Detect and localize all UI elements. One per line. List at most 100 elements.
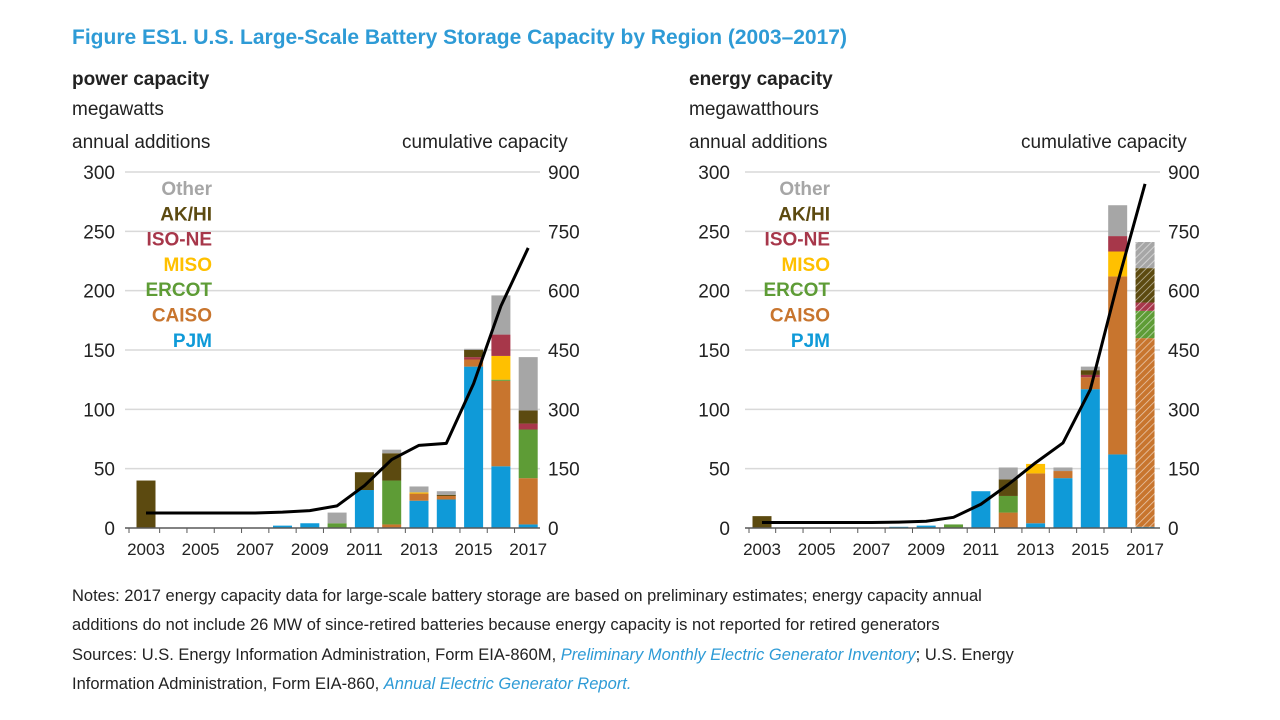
bar-other-2014 xyxy=(436,491,456,495)
right-y-axis-label: annual additions xyxy=(689,132,828,153)
y-tick-label: 200 xyxy=(83,282,115,303)
bar-other-2013 xyxy=(409,486,429,493)
legend-caiso: CAISO xyxy=(152,306,212,327)
x-tick-label: 2005 xyxy=(798,540,836,559)
x-tick-label: 2011 xyxy=(963,540,1000,559)
bar-akhi-2012 xyxy=(998,479,1018,496)
y2-tick-label: 150 xyxy=(1168,460,1200,481)
bar-other-2015 xyxy=(464,348,484,350)
x-tick-label: 2015 xyxy=(455,540,493,559)
bar-pjm-2015 xyxy=(464,366,484,528)
bar-caiso-2013 xyxy=(1026,473,1046,524)
y-tick-label: 0 xyxy=(719,519,730,540)
right-chart-subtitle: megawatthours xyxy=(689,99,819,120)
x-tick-label: 2017 xyxy=(509,540,547,559)
legend-miso: MISO xyxy=(781,255,830,276)
y-tick-label: 100 xyxy=(83,400,115,421)
bar-miso-2013 xyxy=(409,492,429,494)
bar-other-2016 xyxy=(1108,205,1128,237)
cumulative-capacity-line xyxy=(762,183,1147,524)
legend-akhi: AK/HI xyxy=(778,204,830,225)
bar-isone-2016 xyxy=(1108,236,1128,252)
legend-other: Other xyxy=(779,179,830,200)
bar-pjm-2009 xyxy=(300,523,320,528)
bar-caiso-2012 xyxy=(382,524,402,528)
legend-miso: MISO xyxy=(163,255,212,276)
source-link-monthly-inventory[interactable]: Preliminary Monthly Electric Generator I… xyxy=(560,646,916,664)
bar-pjm-2011 xyxy=(971,491,991,528)
y2-tick-label: 300 xyxy=(548,400,580,421)
y2-tick-label: 450 xyxy=(548,341,580,362)
source-link-annual-report[interactable]: Annual Electric Generator Report. xyxy=(383,675,632,693)
right-chart-title: energy capacity xyxy=(689,69,833,90)
y-tick-label: 150 xyxy=(698,341,730,362)
y-tick-label: 50 xyxy=(709,460,730,481)
bar-other-2012 xyxy=(382,449,402,454)
bar-caiso-2015 xyxy=(1080,377,1100,390)
y-tick-label: 100 xyxy=(698,400,730,421)
y2-tick-label: 600 xyxy=(548,282,580,303)
bar-akhi-2017 xyxy=(1135,268,1155,303)
y2-tick-label: 150 xyxy=(548,460,580,481)
bar-ercot-2016 xyxy=(491,379,511,381)
bar-pjm-2008 xyxy=(273,525,292,528)
y-tick-label: 250 xyxy=(83,222,115,243)
x-tick-label: 2009 xyxy=(291,540,329,559)
bar-akhi-2017 xyxy=(518,410,538,424)
x-tick-label: 2005 xyxy=(182,540,220,559)
bar-isone-2017 xyxy=(1135,302,1155,311)
y-tick-label: 300 xyxy=(83,163,115,184)
y2-tick-label: 750 xyxy=(1168,222,1200,243)
left-y-axis-label: annual additions xyxy=(72,132,211,153)
bar-ercot-2010 xyxy=(944,524,964,528)
sources-text: ; U.S. Energy xyxy=(915,646,1014,664)
energy-capacity-chart: 0 50 100 150 200 250 300 0 150 300 450 600 750 900 200… xyxy=(698,163,1199,559)
sources-line-1: Sources: U.S. Energy Information Adminis… xyxy=(72,646,1014,665)
bar-ercot-2010 xyxy=(327,523,347,528)
y2-tick-label: 300 xyxy=(1168,400,1200,421)
y-tick-label: 250 xyxy=(698,222,730,243)
bar-caiso-2016 xyxy=(491,380,511,467)
bar-other-2017 xyxy=(1135,242,1155,269)
bar-pjm-2016 xyxy=(491,466,511,528)
bar-other-2010 xyxy=(327,512,347,524)
x-tick-label: 2015 xyxy=(1071,540,1109,559)
legend-pjm: PJM xyxy=(791,331,830,352)
x-tick-label: 2013 xyxy=(1017,540,1055,559)
bar-ercot-2017 xyxy=(518,429,538,479)
bar-isone-2015 xyxy=(464,357,484,360)
bar-pjm-2014 xyxy=(1053,478,1073,528)
y2-tick-label: 450 xyxy=(1168,341,1200,362)
y-tick-label: 300 xyxy=(698,163,730,184)
legend-ercot: ERCOT xyxy=(764,280,831,301)
bar-caiso-2017 xyxy=(1135,338,1155,527)
x-tick-label: 2011 xyxy=(346,540,383,559)
y-tick-label: 150 xyxy=(83,341,115,362)
bar-pjm-2011 xyxy=(354,490,374,528)
right-y2-axis-label: cumulative capacity xyxy=(1021,132,1187,153)
sources-text: Sources: U.S. Energy Information Adminis… xyxy=(72,646,561,664)
bar-other-2015 xyxy=(1080,366,1100,371)
y2-tick-label: 900 xyxy=(1168,163,1200,184)
left-chart-title: power capacity xyxy=(72,69,210,90)
legend-isone: ISO-NE xyxy=(765,230,830,251)
bar-other-2016 xyxy=(491,295,511,335)
bar-miso-2013 xyxy=(1026,463,1046,474)
bar-ercot-2017 xyxy=(1135,310,1155,339)
bar-caiso-2014 xyxy=(1053,471,1073,479)
y2-tick-label: 600 xyxy=(1168,282,1200,303)
bar-akhi-2011 xyxy=(354,472,374,491)
y2-tick-label: 900 xyxy=(548,163,580,184)
cumulative-capacity-line xyxy=(146,247,530,515)
x-tick-label: 2003 xyxy=(127,540,165,559)
legend-caiso: CAISO xyxy=(770,306,830,327)
bar-akhi-2014 xyxy=(436,494,456,496)
y-tick-label: 200 xyxy=(698,282,730,303)
x-tick-label: 2007 xyxy=(236,540,274,559)
bar-caiso-2014 xyxy=(436,495,456,500)
bar-akhi-2003 xyxy=(136,480,156,528)
y2-tick-label: 0 xyxy=(548,519,559,540)
bar-other-2017 xyxy=(518,357,538,411)
bar-pjm-2014 xyxy=(436,499,456,528)
bar-pjm-2017 xyxy=(518,524,538,528)
